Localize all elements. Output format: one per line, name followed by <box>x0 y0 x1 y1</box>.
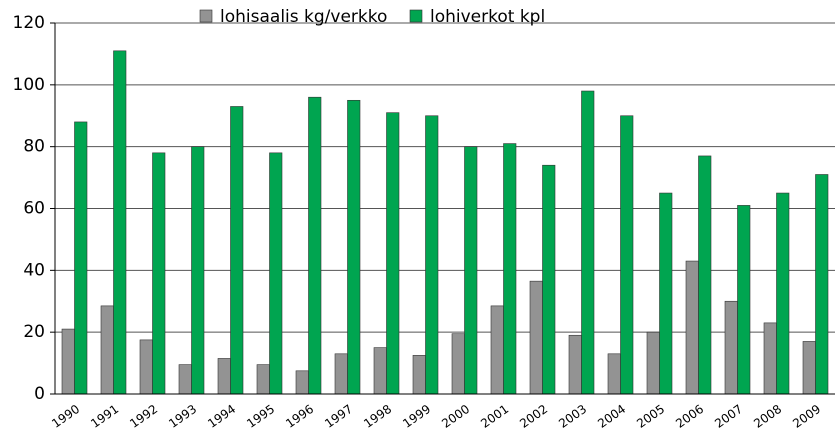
bar <box>113 50 127 395</box>
x-tick-label: 2000 <box>439 402 472 431</box>
bar <box>152 152 166 395</box>
bar <box>568 334 582 395</box>
bar <box>425 115 439 395</box>
x-tick-label: 2005 <box>634 402 667 431</box>
bar <box>763 322 777 395</box>
bar <box>139 339 153 395</box>
bar <box>815 174 829 395</box>
bar <box>61 328 75 395</box>
bar <box>581 90 595 395</box>
x-tick-label: 1992 <box>127 402 160 431</box>
x-tick-label: 1994 <box>205 402 238 431</box>
bar <box>334 353 348 395</box>
y-tick-label: 60 <box>23 199 45 219</box>
legend-swatch <box>409 9 423 23</box>
bar <box>724 300 738 395</box>
x-tick-label: 2007 <box>712 402 745 431</box>
x-tick-label: 1997 <box>322 402 355 431</box>
y-tick-label: 40 <box>23 260 45 280</box>
bar <box>217 358 231 395</box>
x-tick-label: 2008 <box>751 402 784 431</box>
bar <box>685 260 699 395</box>
y-tick-label: 120 <box>13 13 45 33</box>
x-tick-label: 1995 <box>244 402 277 431</box>
bar <box>100 305 114 395</box>
y-tick-label: 20 <box>23 322 45 342</box>
bar <box>737 205 751 395</box>
bar <box>230 106 244 395</box>
x-tick-label: 1998 <box>361 402 394 431</box>
bar <box>74 121 88 395</box>
x-tick-label: 1991 <box>88 402 121 431</box>
x-tick-label: 1996 <box>283 402 316 431</box>
bar <box>802 341 816 395</box>
legend-label: lohisaalis kg/verkko <box>220 7 387 27</box>
bar <box>269 152 283 395</box>
x-tick-label: 2003 <box>556 402 589 431</box>
bar <box>776 192 790 395</box>
bar <box>542 164 556 395</box>
bar <box>620 115 634 395</box>
y-tick-label: 80 <box>23 137 45 157</box>
bar <box>503 143 517 395</box>
bar <box>607 353 621 395</box>
x-tick-label: 1999 <box>400 402 433 431</box>
bar <box>698 155 712 395</box>
bar <box>659 192 673 395</box>
bar <box>178 364 192 395</box>
bar <box>295 370 309 395</box>
bar <box>529 280 543 395</box>
y-tick-label: 0 <box>34 384 45 404</box>
bar <box>386 112 400 395</box>
x-tick-label: 2009 <box>790 402 823 431</box>
y-tick-label: 100 <box>13 75 45 95</box>
bar <box>464 146 478 395</box>
bar <box>412 355 426 395</box>
x-tick-label: 1990 <box>49 402 82 431</box>
x-tick-label: 2006 <box>673 402 706 431</box>
bar <box>373 347 387 395</box>
bar <box>191 146 205 395</box>
x-tick-label: 2004 <box>595 402 628 431</box>
legend-label: lohiverkot kpl <box>430 7 545 27</box>
bar <box>490 305 504 395</box>
bar <box>308 96 322 395</box>
legend-swatch <box>199 9 213 23</box>
bar <box>256 364 270 395</box>
x-tick-label: 2002 <box>517 402 550 431</box>
bar <box>347 99 361 395</box>
bar <box>451 333 465 395</box>
x-tick-label: 1993 <box>166 402 199 431</box>
x-tick-label: 2001 <box>478 402 511 431</box>
bar <box>646 331 660 395</box>
